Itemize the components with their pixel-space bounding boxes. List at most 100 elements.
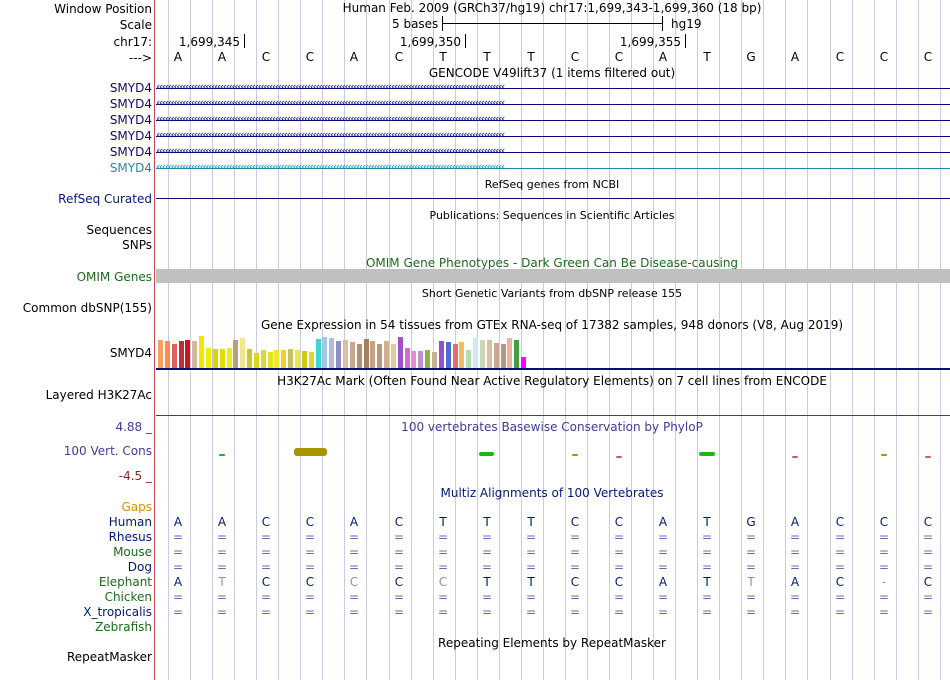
gtex-tissue-bar[interactable] xyxy=(418,351,424,368)
gtex-tissue-bar[interactable] xyxy=(178,341,184,368)
gtex-bar-chart[interactable] xyxy=(156,334,950,368)
gtex-label[interactable]: SMYD4 xyxy=(109,346,152,360)
multiz-species-label[interactable]: Rhesus xyxy=(108,530,152,544)
gtex-tissue-bar[interactable] xyxy=(363,339,369,368)
gtex-tissue-bar[interactable] xyxy=(288,349,294,368)
publications-title[interactable]: Publications: Sequences in Scientific Ar… xyxy=(429,209,675,222)
gencode-transcript-label[interactable]: SMYD4 xyxy=(109,161,152,175)
gtex-tissue-bar[interactable] xyxy=(390,344,396,368)
gtex-tissue-bar[interactable] xyxy=(247,349,252,368)
gtex-tissue-bar[interactable] xyxy=(500,344,506,368)
repeatmasker-title[interactable]: Repeating Elements by RepeatMasker xyxy=(438,636,666,650)
gtex-tissue-bar[interactable] xyxy=(205,348,211,368)
gencode-transcript-feature[interactable]: ‹‹‹‹‹‹‹‹‹‹‹‹‹‹‹‹‹‹‹‹‹‹‹‹‹‹‹‹‹‹‹‹‹‹‹‹‹‹‹‹… xyxy=(156,144,505,157)
phylop-glyph[interactable] xyxy=(294,448,327,456)
gencode-transcript-feature[interactable]: ‹‹‹‹‹‹‹‹‹‹‹‹‹‹‹‹‹‹‹‹‹‹‹‹‹‹‹‹‹‹‹‹‹‹‹‹‹‹‹‹… xyxy=(156,80,505,93)
gtex-tissue-bar[interactable] xyxy=(301,351,307,368)
gtex-tissue-bar[interactable] xyxy=(315,339,321,368)
gtex-tissue-bar[interactable] xyxy=(507,338,513,368)
gtex-tissue-bar[interactable] xyxy=(185,340,191,368)
phylop-glyph[interactable] xyxy=(881,454,887,456)
gtex-tissue-bar[interactable] xyxy=(281,350,287,368)
multiz-species-label[interactable]: Elephant xyxy=(98,575,152,589)
gtex-tissue-bar[interactable] xyxy=(342,340,348,368)
phylop-glyph[interactable] xyxy=(699,452,715,456)
gtex-tissue-bar[interactable] xyxy=(493,343,499,368)
dbsnp-title[interactable]: Short Genetic Variants from dbSNP releas… xyxy=(421,287,683,300)
gtex-tissue-bar[interactable] xyxy=(445,342,451,368)
multiz-species-label[interactable]: X_tropicalis xyxy=(83,605,152,619)
gtex-tissue-bar[interactable] xyxy=(240,338,246,368)
gtex-tissue-bar[interactable] xyxy=(260,350,266,368)
gencode-transcript-feature[interactable]: ‹‹‹‹‹‹‹‹‹‹‹‹‹‹‹‹‹‹‹‹‹‹‹‹‹‹‹‹‹‹‹‹‹‹‹‹‹‹‹‹… xyxy=(156,160,505,173)
gtex-tissue-bar[interactable] xyxy=(295,350,300,368)
gencode-transcript-feature[interactable]: ‹‹‹‹‹‹‹‹‹‹‹‹‹‹‹‹‹‹‹‹‹‹‹‹‹‹‹‹‹‹‹‹‹‹‹‹‹‹‹‹… xyxy=(156,128,505,141)
gtex-tissue-bar[interactable] xyxy=(466,350,472,368)
gtex-tissue-bar[interactable] xyxy=(521,357,526,368)
multiz-species-label[interactable]: Zebrafish xyxy=(95,620,152,634)
gtex-tissue-bar[interactable] xyxy=(164,341,170,368)
gtex-tissue-bar[interactable] xyxy=(425,350,431,368)
gtex-tissue-bar[interactable] xyxy=(219,349,225,368)
gtex-tissue-bar[interactable] xyxy=(370,341,376,368)
phylop-title[interactable]: 100 vertebrates Basewise Conservation by… xyxy=(401,420,703,434)
phylop-label[interactable]: 100 Vert. Cons xyxy=(63,444,152,458)
gencode-transcript-label[interactable]: SMYD4 xyxy=(109,145,152,159)
gtex-tissue-bar[interactable] xyxy=(514,340,520,368)
h3k27ac-label[interactable]: Layered H3K27Ac xyxy=(45,388,152,402)
gtex-tissue-bar[interactable] xyxy=(274,350,280,368)
gtex-tissue-bar[interactable] xyxy=(452,344,458,368)
phylop-glyph[interactable] xyxy=(925,456,931,458)
gtex-tissue-bar[interactable] xyxy=(171,344,177,368)
snps-label[interactable]: SNPs xyxy=(122,238,152,252)
gencode-transcript-feature[interactable]: ‹‹‹‹‹‹‹‹‹‹‹‹‹‹‹‹‹‹‹‹‹‹‹‹‹‹‹‹‹‹‹‹‹‹‹‹‹‹‹‹… xyxy=(156,112,505,125)
gencode-title[interactable]: GENCODE V49lift37 (1 items filtered out) xyxy=(428,66,676,80)
gtex-tissue-bar[interactable] xyxy=(212,349,218,368)
gtex-tissue-bar[interactable] xyxy=(438,341,444,368)
gtex-tissue-bar[interactable] xyxy=(384,341,389,368)
gtex-tissue-bar[interactable] xyxy=(158,340,163,368)
gtex-tissue-bar[interactable] xyxy=(329,338,335,368)
publications-label[interactable]: Sequences xyxy=(86,223,152,237)
gtex-tissue-bar[interactable] xyxy=(479,340,485,368)
h3k27ac-title[interactable]: H3K27Ac Mark (Often Found Near Active Re… xyxy=(277,374,827,388)
multiz-title[interactable]: Multiz Alignments of 100 Vertebrates xyxy=(440,486,664,500)
gtex-tissue-bar[interactable] xyxy=(336,341,342,368)
gtex-tissue-bar[interactable] xyxy=(459,342,465,368)
phylop-glyph[interactable] xyxy=(616,456,622,458)
omim-label[interactable]: OMIM Genes xyxy=(76,270,152,284)
gencode-transcript-label[interactable]: SMYD4 xyxy=(109,97,152,111)
phylop-glyph[interactable] xyxy=(572,454,578,456)
phylop-glyph[interactable] xyxy=(792,456,798,458)
gtex-tissue-bar[interactable] xyxy=(432,352,437,368)
gtex-tissue-bar[interactable] xyxy=(267,352,273,368)
gaps-label[interactable]: Gaps xyxy=(121,500,152,514)
gtex-tissue-bar[interactable] xyxy=(199,336,205,368)
gtex-tissue-bar[interactable] xyxy=(486,340,492,368)
gtex-tissue-bar[interactable] xyxy=(473,338,479,368)
gtex-tissue-bar[interactable] xyxy=(192,341,198,368)
gtex-tissue-bar[interactable] xyxy=(322,337,328,368)
gtex-tissue-bar[interactable] xyxy=(404,348,410,368)
multiz-species-label[interactable]: Chicken xyxy=(104,590,152,604)
gtex-tissue-bar[interactable] xyxy=(356,344,362,368)
gtex-tissue-bar[interactable] xyxy=(397,337,403,368)
phylop-glyph[interactable] xyxy=(479,452,494,456)
gtex-title[interactable]: Gene Expression in 54 tissues from GTEx … xyxy=(260,318,844,332)
omim-title[interactable]: OMIM Gene Phenotypes - Dark Green Can Be… xyxy=(365,256,739,270)
phylop-track[interactable] xyxy=(156,436,950,476)
repeatmasker-label[interactable]: RepeatMasker xyxy=(66,650,152,664)
gtex-tissue-bar[interactable] xyxy=(226,348,232,368)
gtex-tissue-bar[interactable] xyxy=(253,353,259,368)
gtex-tissue-bar[interactable] xyxy=(377,344,383,368)
multiz-species-label[interactable]: Mouse xyxy=(113,545,152,559)
multiz-species-label[interactable]: Human xyxy=(108,515,152,529)
gtex-tissue-bar[interactable] xyxy=(233,340,239,368)
gencode-transcript-feature[interactable]: ‹‹‹‹‹‹‹‹‹‹‹‹‹‹‹‹‹‹‹‹‹‹‹‹‹‹‹‹‹‹‹‹‹‹‹‹‹‹‹‹… xyxy=(156,96,505,109)
gencode-transcript-label[interactable]: SMYD4 xyxy=(109,113,152,127)
dbsnp-label[interactable]: Common dbSNP(155) xyxy=(22,301,152,315)
refseq-feature-line[interactable] xyxy=(156,198,950,199)
gtex-tissue-bar[interactable] xyxy=(308,352,314,368)
gtex-tissue-bar[interactable] xyxy=(411,351,417,368)
refseq-title[interactable]: RefSeq genes from NCBI xyxy=(484,178,620,191)
